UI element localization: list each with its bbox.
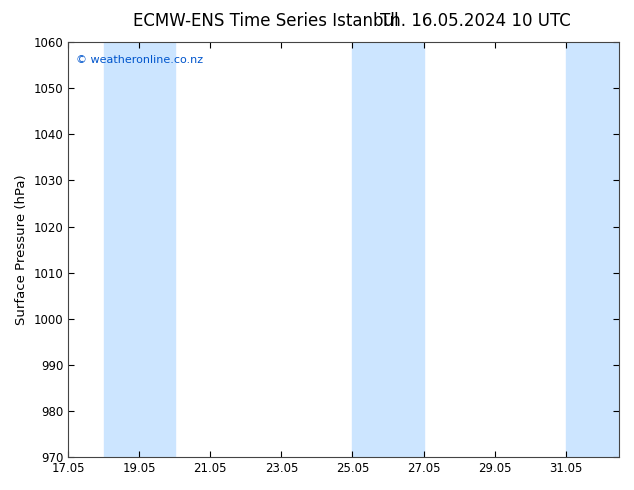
Text: Th. 16.05.2024 10 UTC: Th. 16.05.2024 10 UTC: [380, 12, 571, 30]
Bar: [353, 42, 424, 457]
Bar: [566, 42, 619, 457]
Text: © weatheronline.co.nz: © weatheronline.co.nz: [77, 54, 204, 65]
Y-axis label: Surface Pressure (hPa): Surface Pressure (hPa): [15, 174, 28, 325]
Bar: [104, 42, 175, 457]
Text: ECMW-ENS Time Series Istanbul: ECMW-ENS Time Series Istanbul: [134, 12, 399, 30]
